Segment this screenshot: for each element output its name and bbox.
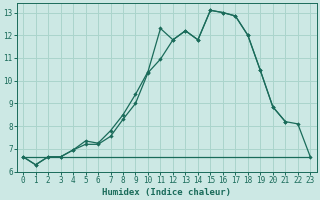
X-axis label: Humidex (Indice chaleur): Humidex (Indice chaleur) [102,188,231,197]
